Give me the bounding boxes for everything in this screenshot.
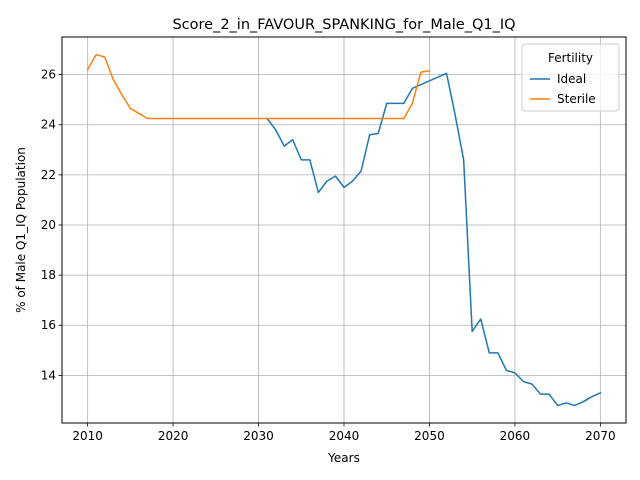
x-tick-label: 2010 [72,429,103,443]
y-tick-label: 18 [41,268,56,282]
y-tick-label: 22 [41,168,56,182]
x-tick-label: 2060 [500,429,531,443]
series-line-ideal [266,72,602,407]
x-tick-label: 2070 [585,429,616,443]
legend-title: Fertility [548,51,593,65]
x-tick-label: 2050 [414,429,445,443]
series-line-sterile [86,53,431,120]
legend: Fertility Ideal Sterile [521,43,620,112]
legend-label-ideal: Ideal [557,72,586,86]
y-tick-label: 14 [41,368,56,382]
axis-ticks: 2010 2020 2030 2040 2050 2060 2070 14 16 18 20 22 24… [41,68,616,443]
grid-lines [62,37,626,423]
y-tick-label: 16 [41,318,56,332]
y-axis-label: % of Male Q1_IQ Population [14,147,28,313]
y-tick-label: 26 [41,68,56,82]
x-axis-label: Years [327,451,360,465]
chart-title: Score_2_in_FAVOUR_SPANKING_for_Male_Q1_I… [172,17,515,33]
x-tick-label: 2020 [158,429,189,443]
legend-entries: Ideal Sterile [530,72,596,106]
y-tick-label: 20 [41,218,56,232]
legend-label-sterile: Sterile [557,92,596,106]
y-tick-label: 24 [41,118,56,132]
x-tick-label: 2030 [243,429,274,443]
x-tick-label: 2040 [329,429,360,443]
legend-box [521,43,620,112]
series-lines [86,53,602,407]
